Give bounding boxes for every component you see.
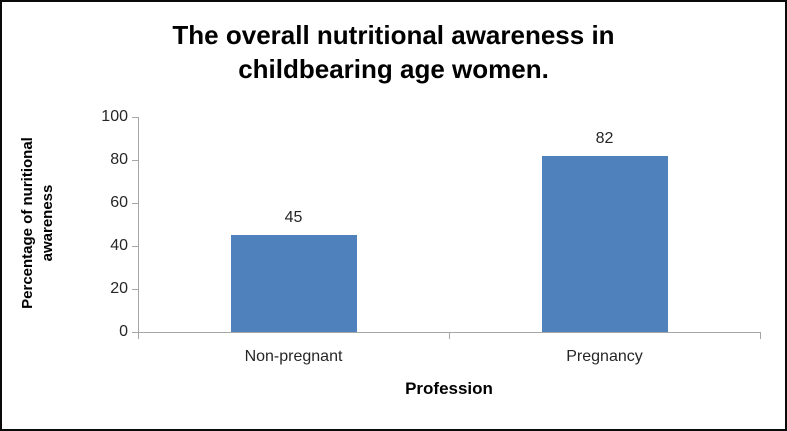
y-axis-line xyxy=(138,117,139,333)
y-tick-mark xyxy=(132,332,138,333)
y-tick-mark xyxy=(132,289,138,290)
y-tick-label: 60 xyxy=(110,194,128,211)
x-category-label: Non-pregnant xyxy=(244,348,343,365)
x-axis-line xyxy=(138,332,761,333)
x-tick-mark xyxy=(138,333,139,339)
x-tick-mark xyxy=(760,333,761,339)
y-tick-mark xyxy=(132,203,138,204)
x-axis-title: Profession xyxy=(405,379,493,398)
y-tick-mark xyxy=(132,117,138,118)
chart-title-line2: childbearing age women. xyxy=(238,54,549,84)
x-category-label: Pregnancy xyxy=(566,348,643,365)
y-tick-mark xyxy=(132,246,138,247)
y-tick-label: 80 xyxy=(110,151,128,168)
y-tick-label: 0 xyxy=(119,323,128,340)
y-tick-label: 40 xyxy=(110,237,128,254)
chart-title: The overall nutritional awareness in chi… xyxy=(2,18,785,86)
bar-value-label: 82 xyxy=(595,129,614,147)
x-tick-mark xyxy=(449,333,450,339)
y-tick-label: 100 xyxy=(101,108,128,125)
bar xyxy=(541,155,668,332)
chart-title-line1: The overall nutritional awareness in xyxy=(172,20,615,50)
y-tick-mark xyxy=(132,160,138,161)
y-tick-label: 20 xyxy=(110,280,128,297)
bar-value-label: 45 xyxy=(284,209,303,227)
bar xyxy=(230,235,357,332)
